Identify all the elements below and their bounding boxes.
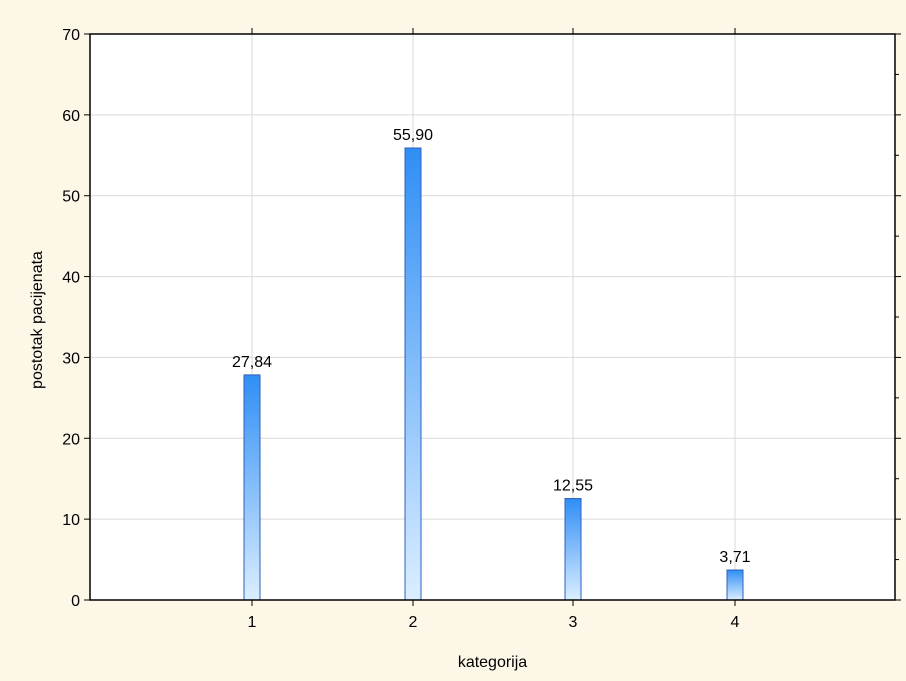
x-tick-label: 1	[248, 614, 257, 631]
y-tick-label: 70	[62, 27, 80, 44]
plot-area	[90, 34, 895, 600]
bar-data-label: 12,55	[553, 478, 593, 495]
bar-data-label: 3,71	[719, 549, 750, 566]
y-tick-label: 50	[62, 189, 80, 206]
x-tick-label: 3	[569, 614, 578, 631]
grid-layer	[90, 34, 895, 600]
x-tick-label: 4	[731, 614, 740, 631]
y-tick-label: 20	[62, 431, 80, 448]
bar-category-3	[564, 498, 582, 601]
bars-layer	[243, 147, 744, 601]
bar-category-1	[243, 374, 261, 601]
y-tick-label: 60	[62, 108, 80, 125]
y-axis-title: postotak pacijenata	[29, 251, 46, 389]
data-labels-layer: 27,84 55,90 12,55 3,71	[232, 127, 751, 566]
plot-frame	[89, 33, 896, 601]
y-tick-label: 30	[62, 350, 80, 367]
bar-category-4	[726, 569, 744, 601]
bar-category-2	[404, 147, 422, 601]
x-axis-title: kategorija	[458, 654, 527, 671]
bar-data-label: 55,90	[393, 127, 433, 144]
y-tick-label: 0	[71, 593, 80, 610]
y-tick-label: 10	[62, 512, 80, 529]
axis-layer: 0 10 20 30 40 50 60 70 1 2 3 4	[62, 27, 901, 631]
y-tick-label: 40	[62, 270, 80, 287]
bar-data-label: 27,84	[232, 354, 272, 371]
x-tick-label: 2	[409, 614, 418, 631]
